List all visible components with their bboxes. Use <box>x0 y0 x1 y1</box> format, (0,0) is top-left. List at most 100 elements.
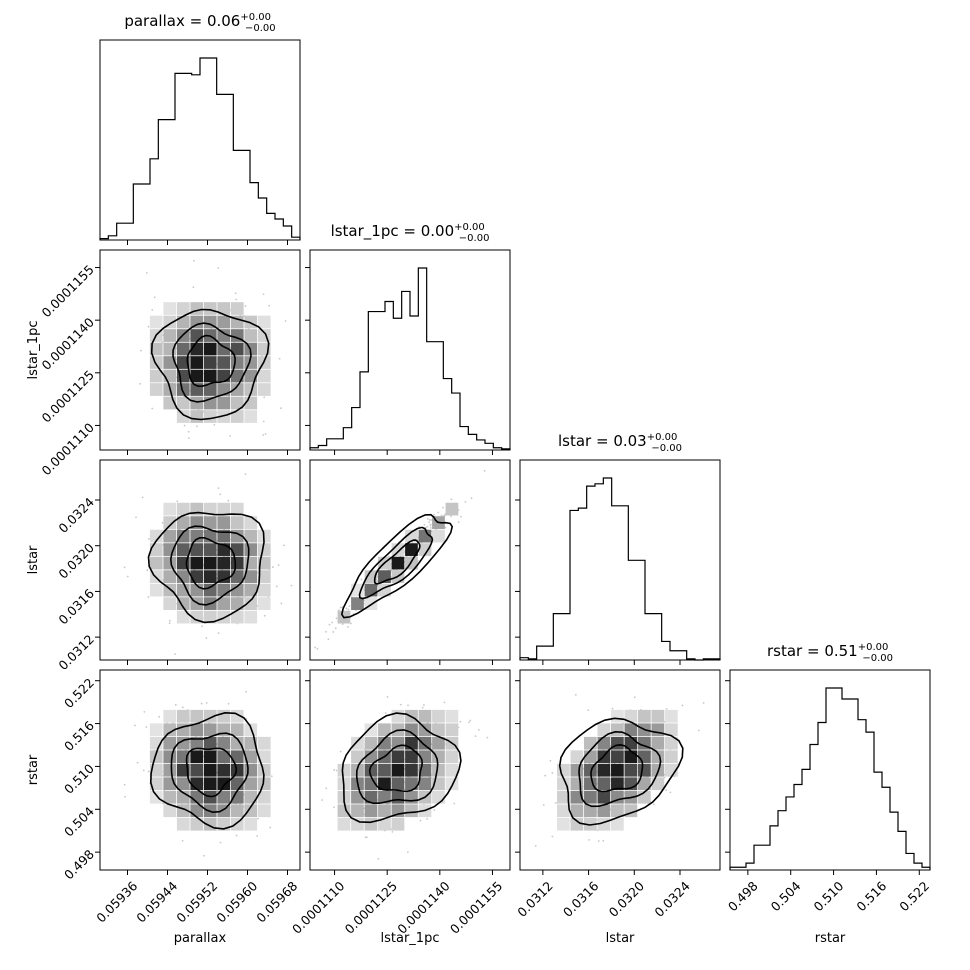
scatter-point <box>136 761 139 764</box>
scatter-point <box>588 838 590 841</box>
scatter-point <box>419 819 422 822</box>
scatter-point <box>347 608 350 611</box>
density-cell <box>337 804 351 818</box>
y-tick-label-rstar: 0.498 <box>61 846 97 882</box>
scatter-point <box>168 619 171 622</box>
density-cell <box>570 777 584 791</box>
scatter-point <box>227 499 230 502</box>
density-cell <box>418 736 432 750</box>
scatter-point <box>544 774 547 777</box>
scatter-point <box>141 496 144 499</box>
title-param: lstar <box>558 432 592 450</box>
scatter-point <box>335 769 338 772</box>
density-cell <box>244 570 258 583</box>
y-tick-label-lstar_1pc: 0.0001125 <box>39 367 97 425</box>
title-lstar_1pc: lstar_1pc = 0.00+0.00 −0.00 <box>331 222 490 244</box>
density-cell <box>149 790 163 804</box>
density-cell <box>217 369 231 383</box>
scatter-point <box>263 614 266 617</box>
density-cell <box>244 516 258 529</box>
scatter-point <box>325 630 327 633</box>
density-cell <box>190 736 204 750</box>
scatter-point <box>147 770 150 773</box>
scatter-point <box>453 802 456 805</box>
density-cell <box>217 396 231 410</box>
density-cell <box>230 763 244 777</box>
density-cell <box>364 736 378 750</box>
panel-lstar_1pc-lstar_1pc: lstar_1pc = 0.00+0.00 −0.00 <box>305 222 511 455</box>
x-axis-label-lstar: lstar <box>606 931 635 946</box>
density-cell <box>217 329 231 342</box>
density-cell <box>190 396 204 410</box>
scatter-point <box>264 433 267 435</box>
density-cell <box>257 736 271 750</box>
density-cell <box>163 529 177 543</box>
contour-level-2 <box>169 525 250 606</box>
density-cell <box>405 790 418 804</box>
density-cell <box>176 529 190 543</box>
density-cell <box>163 804 177 818</box>
density-cell <box>445 763 459 777</box>
density-cell <box>163 750 177 764</box>
scatter-point <box>549 759 552 762</box>
density-cell <box>149 342 163 356</box>
density-cell <box>665 750 678 764</box>
x-tick-label-parallax: 0.05944 <box>133 878 180 925</box>
density-cell <box>391 790 405 804</box>
density-cell <box>364 750 378 764</box>
scatter-point <box>429 527 432 529</box>
density-cell <box>570 763 584 777</box>
scatter-point <box>341 623 344 625</box>
density-cell <box>203 543 217 556</box>
density-cell <box>217 763 231 777</box>
scatter-point <box>460 515 462 518</box>
histogram-rstar <box>729 687 931 870</box>
density-cell <box>570 804 584 818</box>
y-tick-label-lstar_1pc: 0.0001110 <box>39 420 97 478</box>
density-cell <box>257 804 271 818</box>
scatter-point <box>335 617 338 620</box>
density-cell <box>190 302 204 315</box>
density-cell <box>203 369 217 383</box>
scatter-point <box>219 841 222 844</box>
density-cell <box>230 383 244 396</box>
scatter-point <box>442 506 444 509</box>
density-cell <box>230 356 244 369</box>
scatter-point <box>437 511 440 514</box>
density-cell <box>597 790 611 804</box>
contour-level-3 <box>341 712 462 824</box>
histogram-lstar <box>519 477 721 661</box>
density-cell <box>203 516 217 529</box>
scatter-point <box>384 712 387 714</box>
density-cell <box>230 556 244 570</box>
scatter-point <box>275 585 278 588</box>
scatter-point <box>468 721 470 724</box>
x-tick-label-lstar_1pc: 0.0001140 <box>394 878 452 936</box>
scatter-point <box>263 396 266 399</box>
density-cell <box>378 804 391 818</box>
y-tick-label-rstar: 0.504 <box>61 804 97 840</box>
scatter-point <box>257 817 259 820</box>
contour-level-2 <box>578 730 662 808</box>
scatter-point <box>244 473 247 475</box>
density-cell <box>624 709 638 723</box>
density-cell <box>163 597 177 610</box>
density-cell <box>244 583 258 597</box>
density-cell <box>244 529 258 543</box>
density-cell <box>190 570 204 583</box>
scatter-point <box>422 704 425 706</box>
x-tick-label-lstar_1pc: 0.0001125 <box>342 878 400 936</box>
scatter-point <box>181 706 184 709</box>
scatter-point <box>142 769 145 772</box>
density-cell <box>176 583 190 597</box>
density-cell <box>149 723 163 737</box>
density-cell <box>176 777 190 791</box>
scatter-point <box>633 696 636 699</box>
density-cell <box>611 709 624 723</box>
density-cell <box>163 570 177 583</box>
scatter-point <box>407 704 409 707</box>
density-cell <box>176 383 190 396</box>
density-cell <box>203 763 217 777</box>
x-tick-label-lstar: 0.0316 <box>560 878 602 920</box>
scatter-point <box>433 809 436 811</box>
